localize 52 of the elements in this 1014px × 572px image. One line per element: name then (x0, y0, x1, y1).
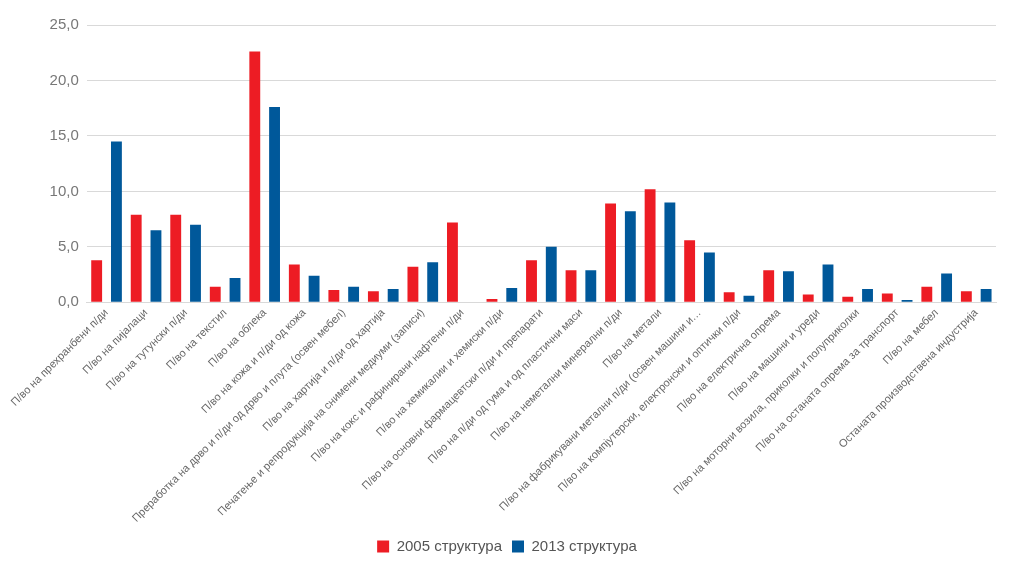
bar (585, 270, 597, 302)
bar (783, 271, 794, 302)
bar (130, 214, 142, 302)
legend-label: 2013 структура (531, 536, 638, 554)
bar (190, 224, 201, 302)
bar (229, 277, 241, 302)
bar (367, 291, 379, 302)
bar (980, 288, 992, 302)
y-tick-label: 15,0 (49, 126, 79, 144)
bar (170, 214, 182, 302)
bar (150, 230, 162, 302)
bar (684, 240, 696, 302)
bar (941, 273, 953, 302)
bar (842, 296, 854, 302)
bar (506, 287, 518, 302)
bar (644, 189, 656, 302)
bar (91, 260, 103, 302)
bar (407, 266, 419, 302)
bar (269, 107, 280, 302)
bar (921, 286, 933, 302)
bar (308, 275, 320, 302)
bar (960, 291, 972, 302)
bar (881, 293, 893, 302)
y-tick-label: 25,0 (49, 15, 79, 33)
bar (249, 51, 261, 302)
bar (447, 222, 458, 302)
legend-label: 2005 структура (396, 536, 503, 554)
bar (545, 246, 557, 302)
bar (743, 295, 755, 302)
bar (605, 203, 617, 302)
bar (288, 264, 300, 302)
y-tick-label: 0,0 (57, 292, 79, 310)
bar (328, 290, 340, 302)
bar (664, 202, 676, 302)
bar (387, 288, 399, 302)
bar (862, 288, 873, 302)
y-tick-label: 20,0 (49, 70, 79, 88)
y-tick-label: 10,0 (49, 181, 79, 199)
bar (763, 270, 775, 302)
bar (110, 141, 122, 302)
y-tick-label: 5,0 (57, 236, 79, 254)
bar (624, 211, 636, 302)
bar (703, 252, 715, 302)
bar (565, 270, 577, 302)
bar (486, 298, 498, 302)
bar (526, 260, 537, 302)
bar (802, 294, 814, 302)
bar (209, 286, 221, 302)
bar (427, 262, 439, 302)
bar (348, 286, 360, 302)
bar (822, 264, 834, 302)
bar (723, 292, 735, 302)
